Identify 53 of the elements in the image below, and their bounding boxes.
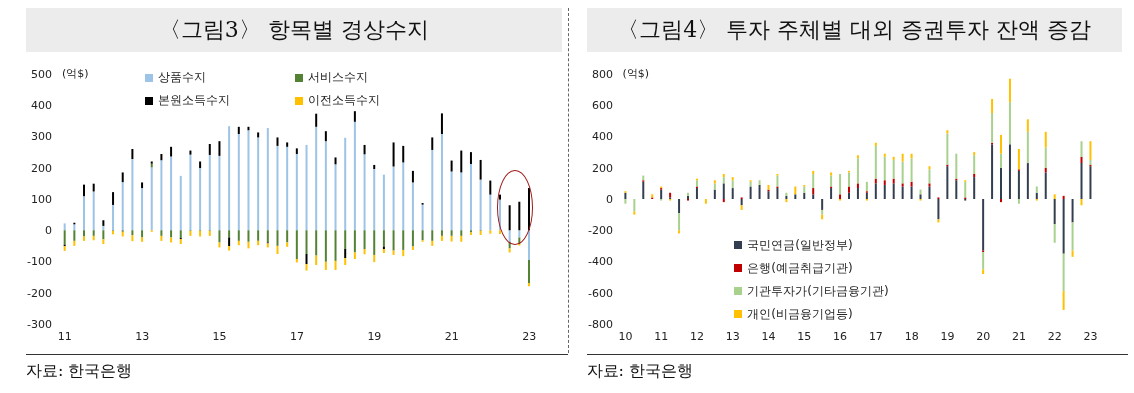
x-tick-label: 23 bbox=[1083, 329, 1098, 343]
y-tick-label: 0 bbox=[605, 192, 613, 206]
x-tick-label: 17 bbox=[290, 329, 304, 343]
y-tick-label: -300 bbox=[27, 317, 52, 331]
y-tick-label: -600 bbox=[587, 286, 613, 300]
y-tick-label: 600 bbox=[591, 99, 613, 113]
y-tick-label: 100 bbox=[31, 192, 52, 206]
chart-title: 〈그림4〉 투자 주체별 대외 증권투자 잔액 증감 bbox=[586, 8, 1122, 52]
y-tick-label: 400 bbox=[591, 130, 613, 144]
x-tick-label: 21 bbox=[1011, 329, 1026, 343]
y-tick-label: -100 bbox=[27, 255, 52, 269]
x-tick-label: 22 bbox=[1047, 329, 1062, 343]
y-tick-label: 0 bbox=[45, 224, 52, 238]
y-tick-label: -200 bbox=[587, 224, 613, 238]
x-tick-label: 19 bbox=[367, 329, 382, 343]
x-tick-label: 21 bbox=[444, 329, 459, 343]
legend-label: 은행(예금취급기관) bbox=[747, 259, 853, 277]
x-tick-label: 12 bbox=[689, 329, 704, 343]
x-tick-label: 14 bbox=[761, 329, 776, 343]
y-tick-label: 800 bbox=[591, 67, 613, 81]
x-tick-label: 10 bbox=[617, 329, 632, 343]
y-tick-label: -200 bbox=[27, 286, 52, 300]
legend-label: 본원소득수지 bbox=[158, 92, 231, 109]
y-tick-label: 200 bbox=[591, 161, 613, 175]
x-tick-label: 17 bbox=[868, 329, 883, 343]
x-tick-label: 23 bbox=[522, 329, 537, 343]
legend-label: 이전소득수지 bbox=[308, 92, 381, 109]
y-tick-label: 500 bbox=[31, 67, 52, 81]
x-tick-label: 15 bbox=[796, 329, 811, 343]
legend-label: 상품수지 bbox=[158, 69, 207, 86]
x-tick-label: 11 bbox=[57, 329, 72, 343]
legend-label: 개인(비금융기업등) bbox=[747, 305, 853, 323]
y-axis-title: (억$) bbox=[622, 66, 650, 81]
y-axis-title: (억$) bbox=[62, 66, 89, 81]
y-tick-label: 300 bbox=[31, 130, 52, 144]
y-tick-label: 400 bbox=[31, 99, 52, 113]
legend-label: 기관투자가(기타금융기관) bbox=[747, 282, 889, 300]
legend-label: 서비스수지 bbox=[308, 69, 369, 86]
legend-label: 국민연금(일반정부) bbox=[747, 236, 853, 254]
x-tick-label: 20 bbox=[975, 329, 990, 343]
y-tick-label: 200 bbox=[31, 161, 52, 175]
text: 자료: 한국은행 bbox=[586, 361, 694, 382]
x-tick-label: 18 bbox=[904, 329, 919, 343]
text: 자료: 한국은행 bbox=[26, 361, 134, 382]
chart-title: 〈그림3〉 항목별 경상수지 bbox=[26, 8, 562, 52]
x-tick-label: 15 bbox=[212, 329, 227, 343]
x-tick-label: 16 bbox=[832, 329, 847, 343]
x-tick-label: 11 bbox=[653, 329, 668, 343]
x-tick-label: 13 bbox=[135, 329, 150, 343]
x-tick-label: 19 bbox=[939, 329, 954, 343]
y-tick-label: -800 bbox=[587, 317, 613, 331]
x-tick-label: 13 bbox=[725, 329, 740, 343]
y-tick-label: -400 bbox=[587, 255, 613, 269]
